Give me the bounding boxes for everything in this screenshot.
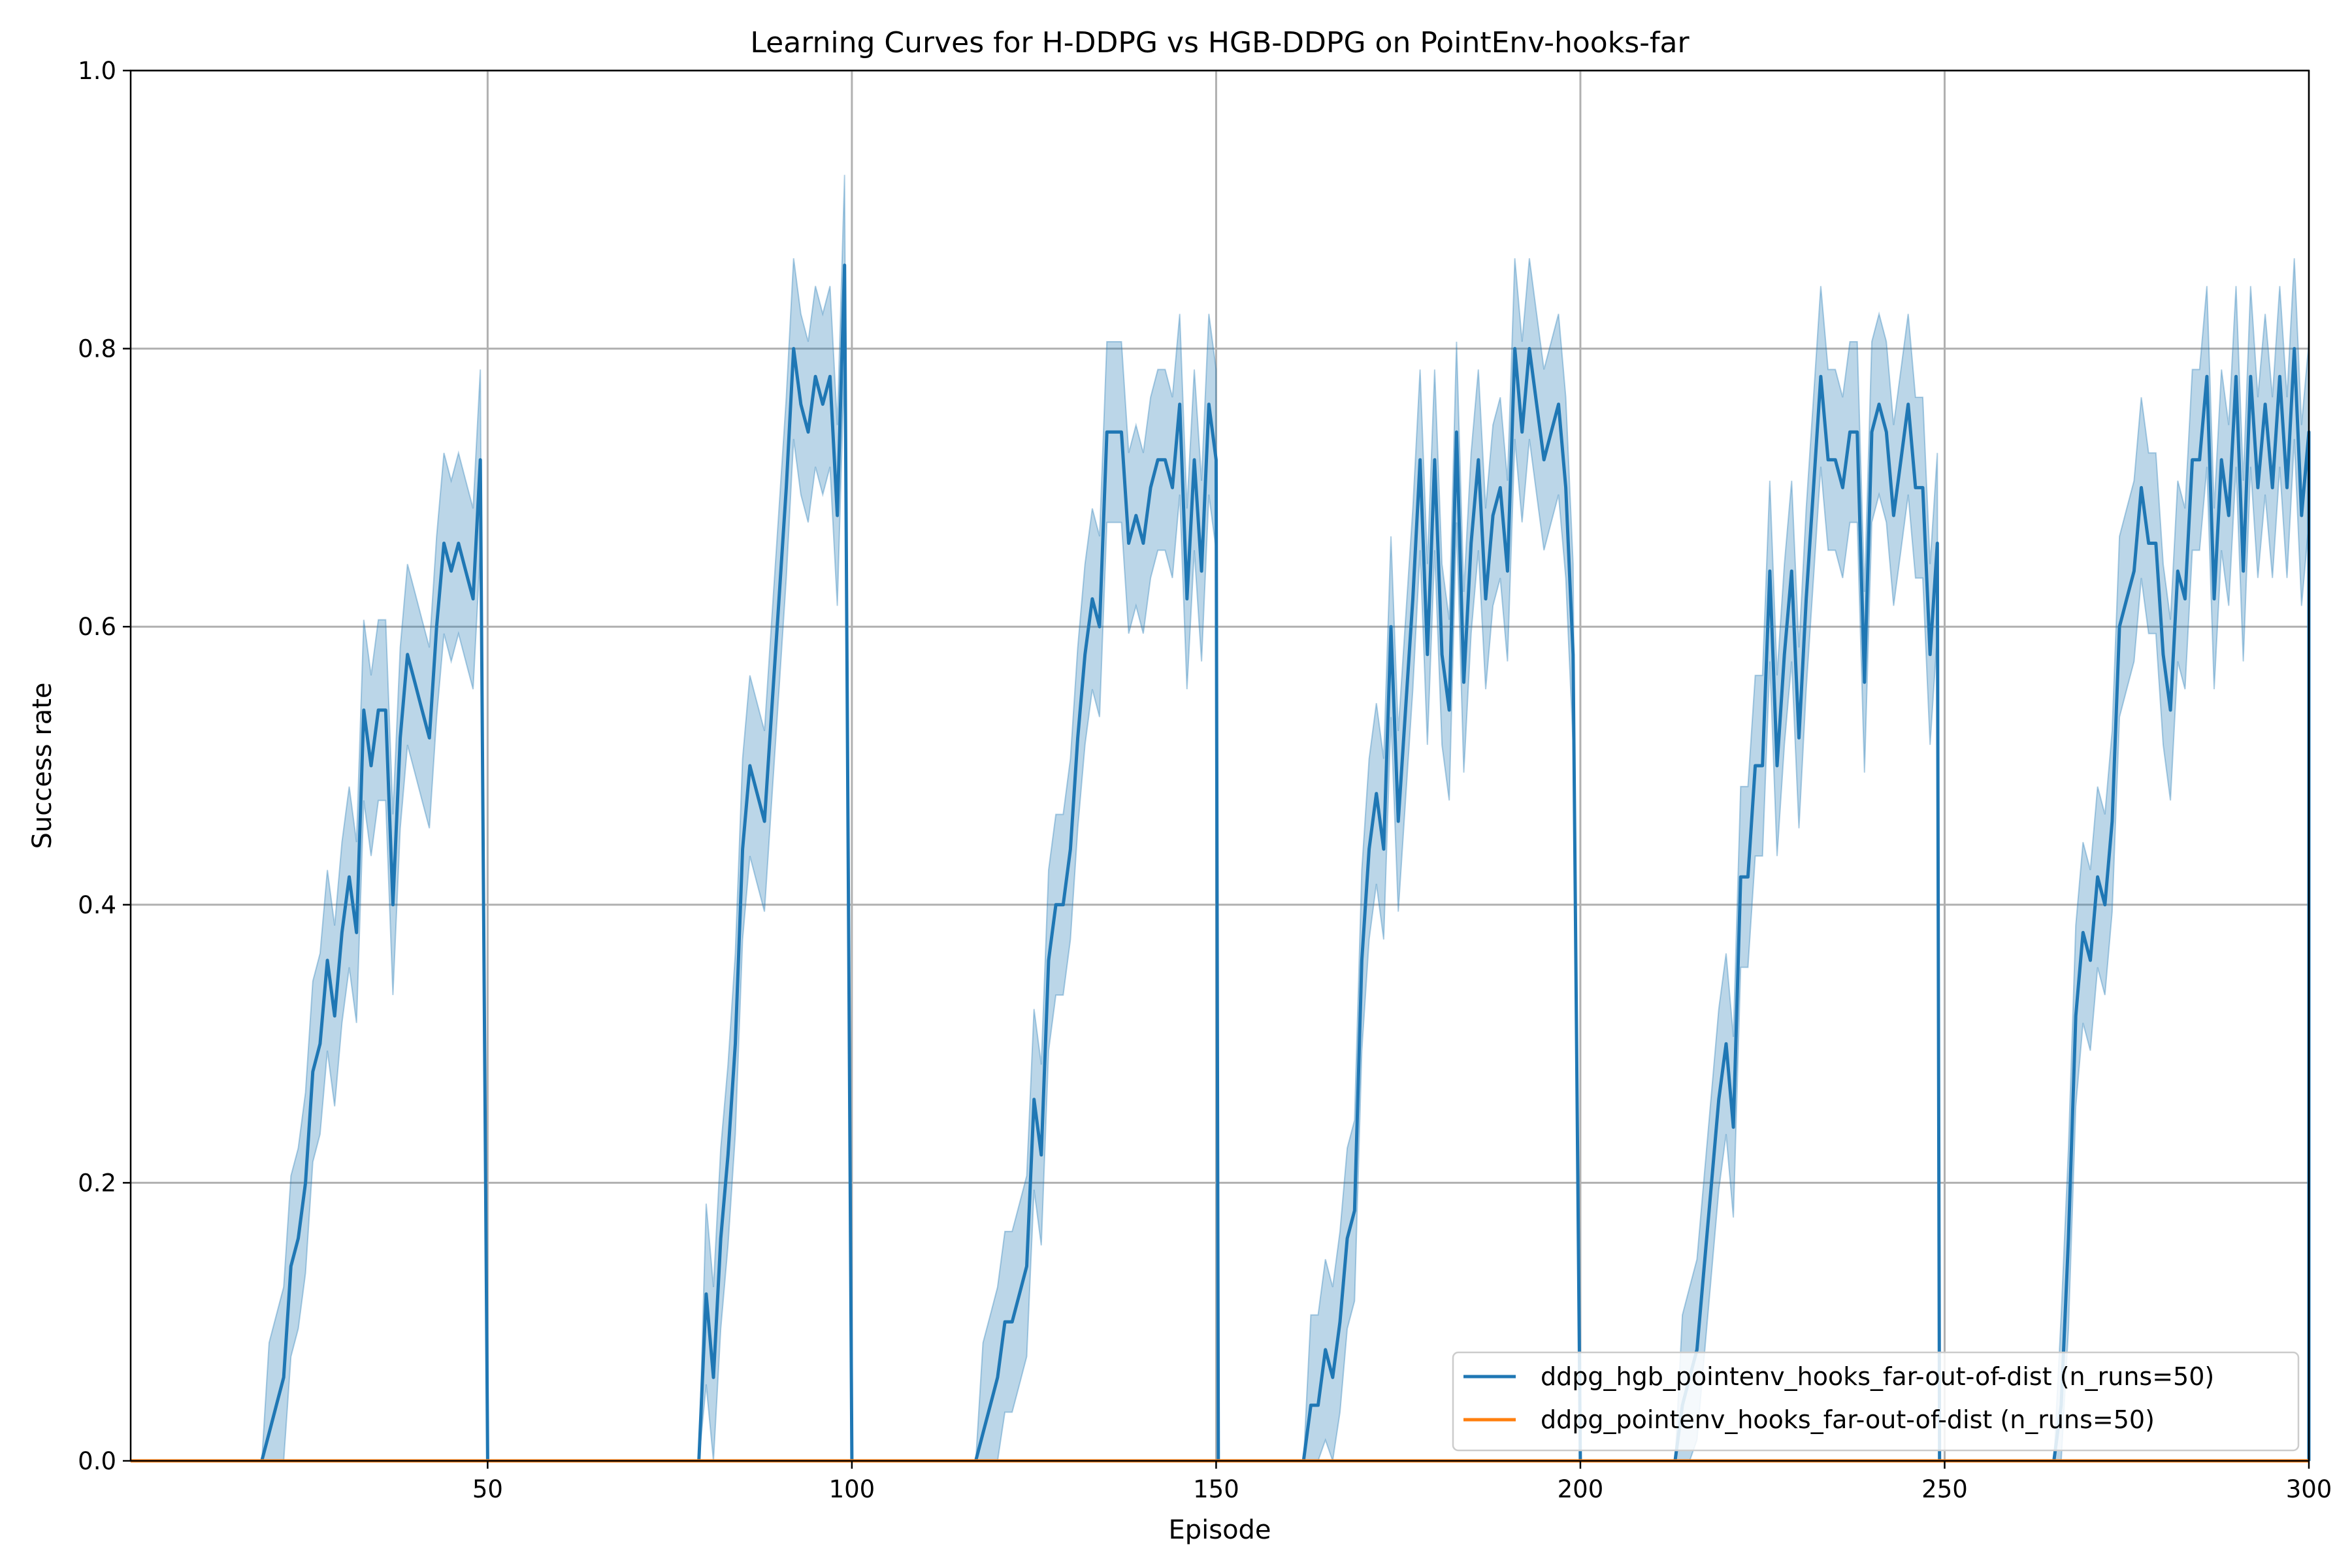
y-axis-ticks: 0.0 0.2 0.4 0.6 0.8 1.0 <box>78 57 131 1475</box>
series-0-line <box>131 263 2311 1463</box>
y-tick-label: 0.8 <box>78 335 116 363</box>
legend-box <box>1452 1351 2300 1452</box>
x-axis-label: Episode <box>1168 1515 1271 1545</box>
plot-area-frame <box>129 69 2310 1462</box>
y-tick-label: 0.6 <box>78 613 116 641</box>
x-tick-label: 250 <box>1921 1475 1968 1503</box>
x-tick-label: 150 <box>1193 1475 1239 1503</box>
y-tick-label: 0.4 <box>78 891 116 919</box>
x-tick-label: 200 <box>1558 1475 1604 1503</box>
y-tick-label: 0.2 <box>78 1169 116 1197</box>
legend: ddpg_hgb_pointenv_hooks_far-out-of-dist … <box>1452 1351 2300 1452</box>
chart-title: Learning Curves for H-DDPG vs HGB-DDPG o… <box>750 26 1690 59</box>
x-axis-ticks: 50 100 150 200 250 300 <box>472 1461 2332 1503</box>
y-tick-label: 1.0 <box>78 57 116 85</box>
x-tick-label: 50 <box>472 1475 503 1503</box>
legend-label-hgb: ddpg_hgb_pointenv_hooks_far-out-of-dist … <box>1541 1362 2214 1391</box>
x-tick-label: 100 <box>829 1475 875 1503</box>
x-tick-label: 300 <box>2286 1475 2332 1503</box>
y-axis-label: Success rate <box>27 683 57 849</box>
y-tick-label: 0.0 <box>78 1447 116 1475</box>
legend-label-ddpg: ddpg_pointenv_hooks_far-out-of-dist (n_r… <box>1541 1405 2155 1434</box>
